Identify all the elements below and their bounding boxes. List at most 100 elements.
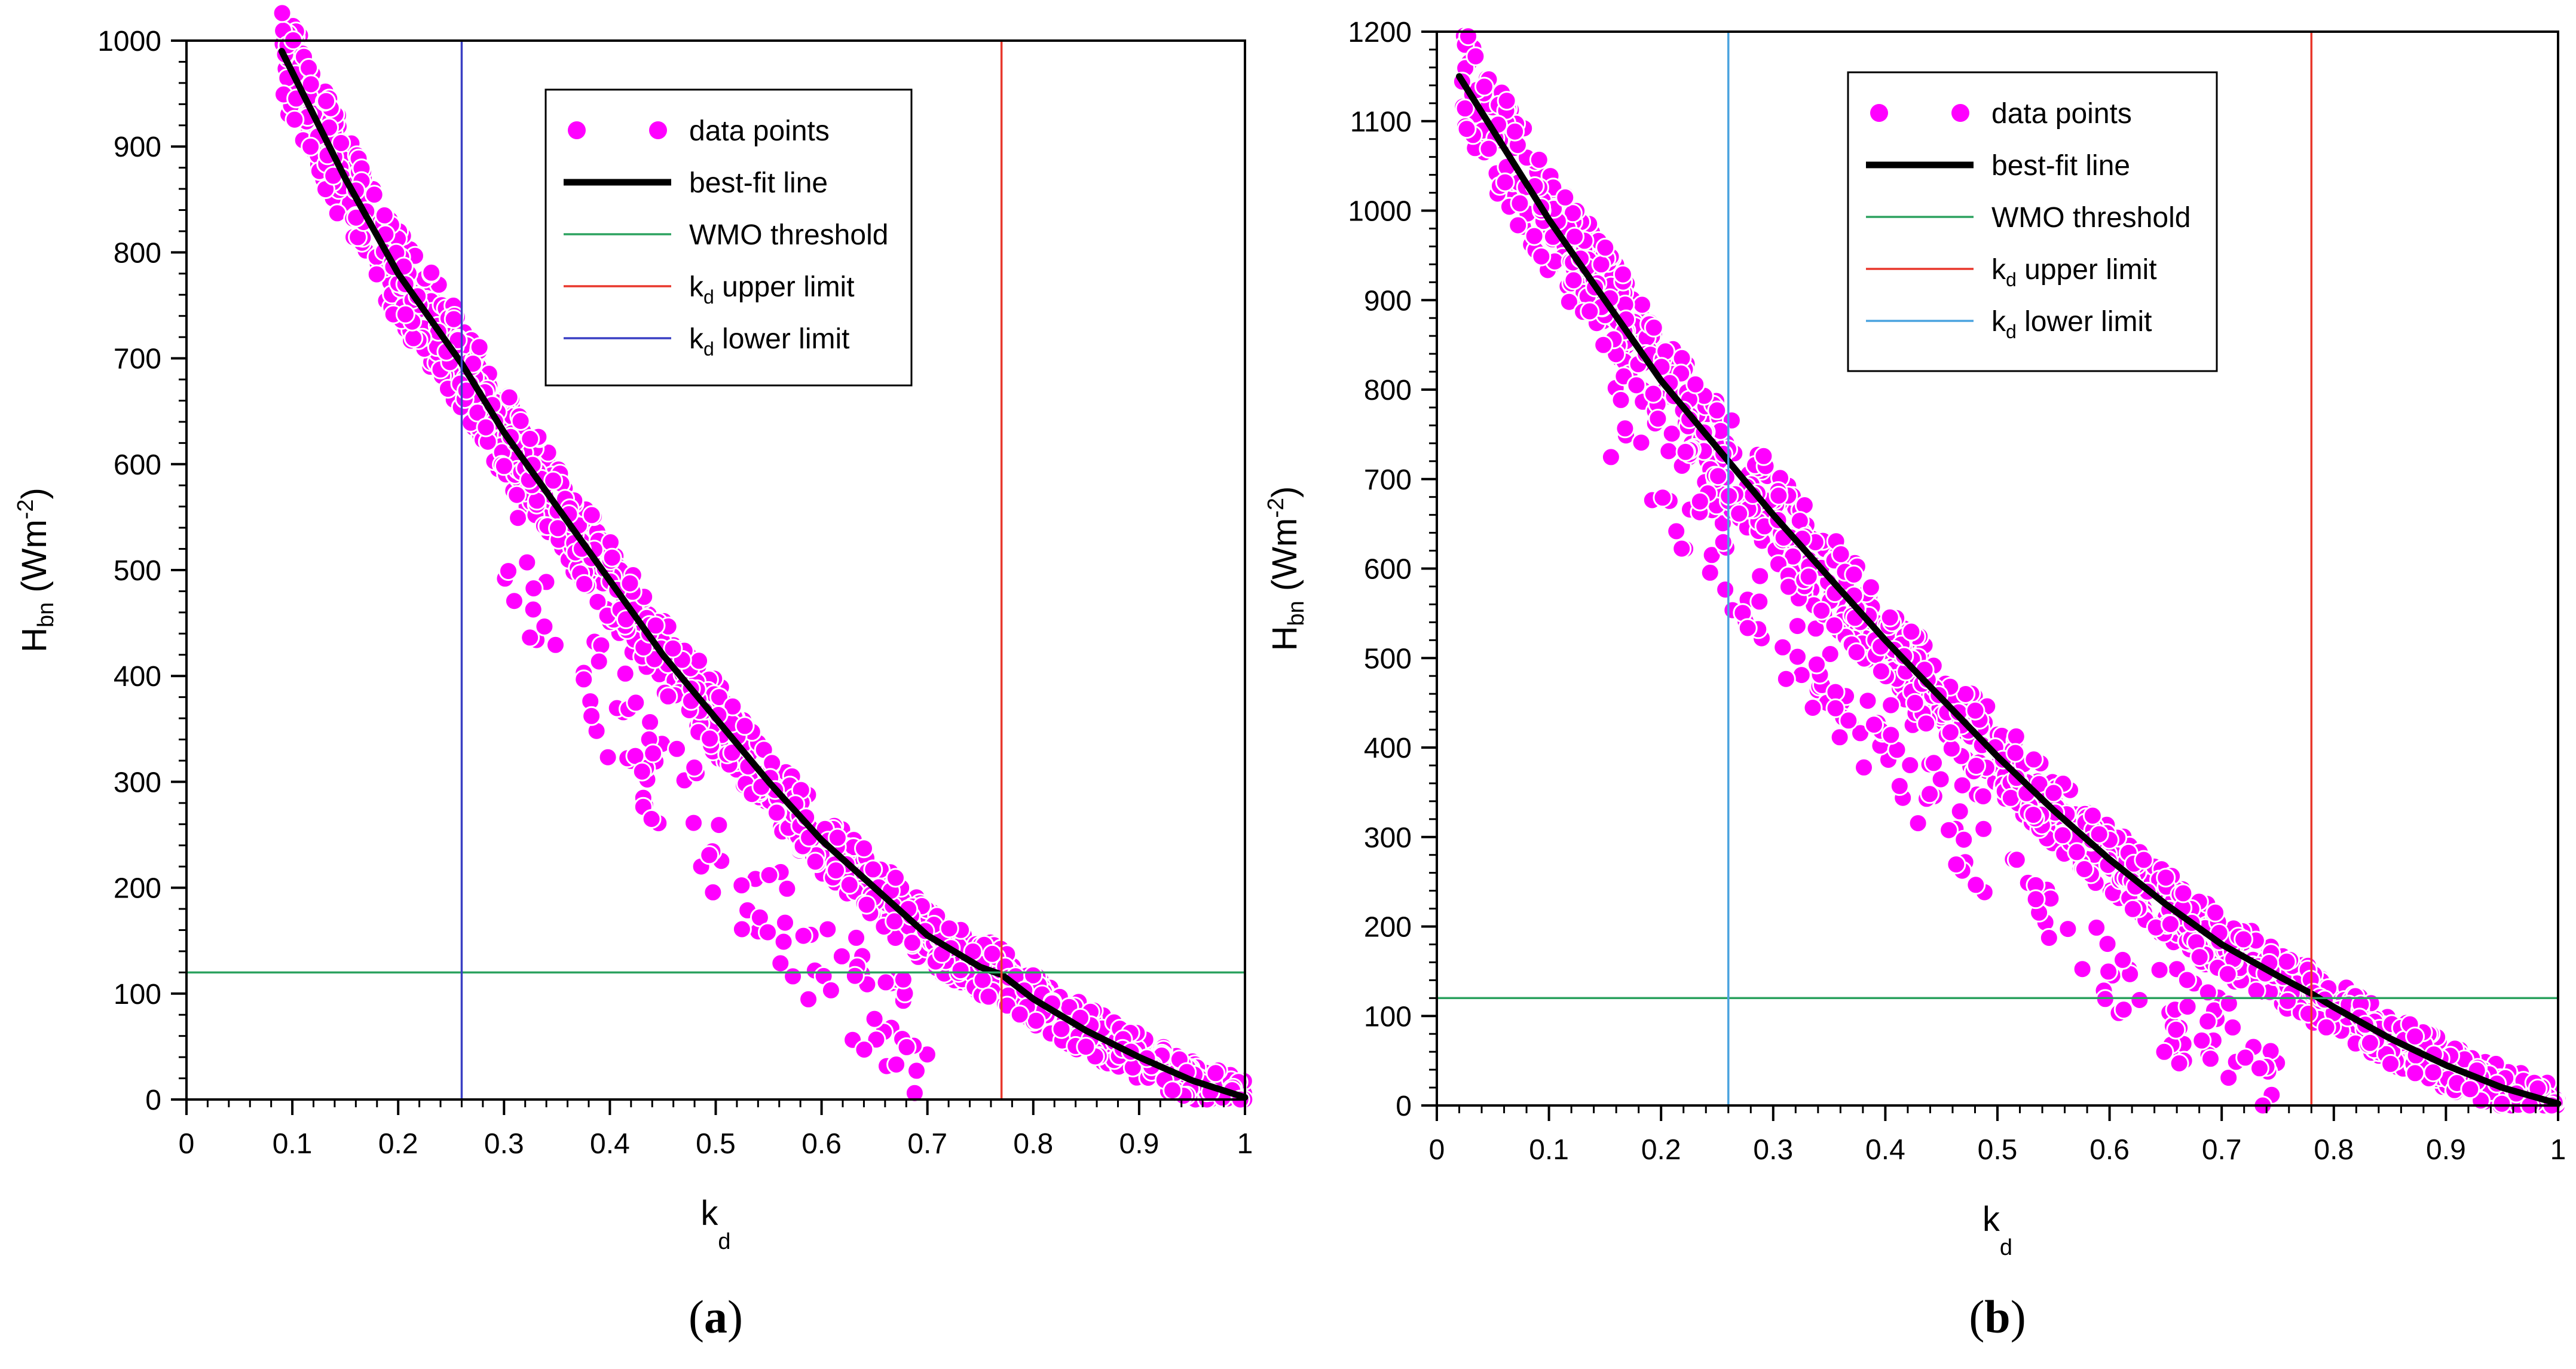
data-point <box>1497 91 1517 111</box>
data-point <box>893 969 913 990</box>
data-point <box>1580 301 1600 321</box>
data-point <box>854 838 874 859</box>
data-point <box>2026 889 2046 909</box>
x-axis-label-a: kd <box>700 1194 730 1254</box>
data-point <box>2005 743 2026 763</box>
data-point <box>1615 418 1635 439</box>
x-axis-title: kd <box>700 1194 730 1254</box>
data-point <box>508 508 528 528</box>
data-point <box>723 696 743 716</box>
data-point <box>2006 850 2027 870</box>
data-point <box>591 635 611 656</box>
data-point <box>517 552 537 572</box>
data-point <box>897 1037 917 1057</box>
data-point <box>1474 76 1494 97</box>
y-axis-ticks-b: 0 100 200 300 400 500 600 700 800 900 1000 1100 1200 <box>1348 17 1437 1122</box>
data-point <box>902 933 922 953</box>
data-point <box>972 970 993 990</box>
panel-b: 0 100 200 300 400 500 600 700 800 900 1000 1100 1200… <box>1263 17 2568 1343</box>
data-point <box>1881 695 1901 715</box>
x-axis-label-b: kd <box>1983 1200 2012 1260</box>
data-point <box>2250 1058 2269 1079</box>
data-point <box>2405 1063 2425 1083</box>
data-point <box>1529 149 1549 170</box>
data-point <box>602 547 622 568</box>
data-point <box>1973 786 1993 807</box>
data-point <box>1613 264 1633 284</box>
data-point <box>615 663 635 684</box>
data-point <box>886 868 905 888</box>
data-point <box>1905 693 1925 713</box>
data-point <box>831 946 852 966</box>
data-point <box>316 91 336 111</box>
data-point <box>2278 991 2298 1011</box>
data-point <box>1455 98 1475 118</box>
data-point <box>1965 700 1985 721</box>
data-point <box>1595 237 1616 258</box>
data-point <box>504 591 524 611</box>
data-point <box>2160 914 2180 934</box>
data-point <box>476 417 496 437</box>
data-point <box>331 133 351 153</box>
data-point <box>1940 722 1960 742</box>
data-point <box>2219 1068 2239 1088</box>
data-point <box>1754 446 1774 466</box>
data-point <box>1508 215 1528 235</box>
data-point <box>1524 226 1544 246</box>
data-point <box>2052 825 2073 846</box>
legend-marker-points <box>649 121 667 139</box>
data-point <box>1788 647 1807 667</box>
data-point <box>1564 270 1584 290</box>
y-tick-label: 800 <box>114 237 161 269</box>
data-point <box>510 411 531 431</box>
data-point <box>783 966 803 987</box>
data-point <box>1812 601 1832 621</box>
data-point <box>2423 1062 2443 1083</box>
x-axis-ticks-b: 0 0.1 0.2 0.3 0.4 0.5 0.6 0.7 0.8 0.9 1 <box>1429 1105 2566 1166</box>
data-point <box>2156 868 2176 888</box>
x-tick-label: 0.5 <box>1978 1134 2018 1166</box>
data-point <box>1901 621 1922 642</box>
data-point <box>684 813 703 833</box>
data-point <box>1076 1037 1096 1057</box>
data-point <box>520 627 540 648</box>
data-point <box>364 185 384 205</box>
data-point <box>523 599 543 620</box>
data-point <box>939 918 959 939</box>
data-point <box>2087 917 2107 938</box>
data-point <box>1707 400 1727 421</box>
data-point <box>1881 725 1901 745</box>
x-tick-label: 0.7 <box>2202 1134 2242 1166</box>
x-tick-label: 0.3 <box>484 1128 524 1160</box>
data-point <box>643 743 663 764</box>
y-tick-label: 900 <box>114 131 161 163</box>
legend-a: data points best-fit line WMO threshold kd … <box>544 88 913 387</box>
data-point <box>1659 441 1679 461</box>
data-point <box>805 852 825 872</box>
data-point <box>1831 544 1851 564</box>
data-point <box>2149 960 2170 980</box>
data-point <box>799 989 819 1009</box>
data-point <box>1916 713 1936 734</box>
data-point <box>1708 466 1728 486</box>
y-axis-label-b: Hbn (Wm-2) <box>1263 486 1309 651</box>
data-point <box>546 635 565 655</box>
data-point <box>1457 119 1477 139</box>
data-point <box>507 485 527 505</box>
data-point <box>1690 491 1710 512</box>
data-point <box>2492 1094 2512 1114</box>
data-point <box>2123 899 2143 919</box>
data-point <box>1798 566 1819 587</box>
data-point <box>1773 637 1793 657</box>
y-tick-label: 500 <box>1364 643 1412 675</box>
data-point <box>2234 929 2254 950</box>
legend-label-upper: kd upper limit <box>1991 254 2157 290</box>
y-tick-label: 0 <box>145 1085 161 1116</box>
data-point <box>1653 488 1673 508</box>
panel-label-a: (a) <box>689 1291 743 1343</box>
data-point <box>1715 580 1736 600</box>
data-point <box>1889 776 1910 796</box>
data-point <box>421 262 442 283</box>
y-tick-label: 1200 <box>1348 17 1412 48</box>
data-point <box>1807 654 1827 675</box>
